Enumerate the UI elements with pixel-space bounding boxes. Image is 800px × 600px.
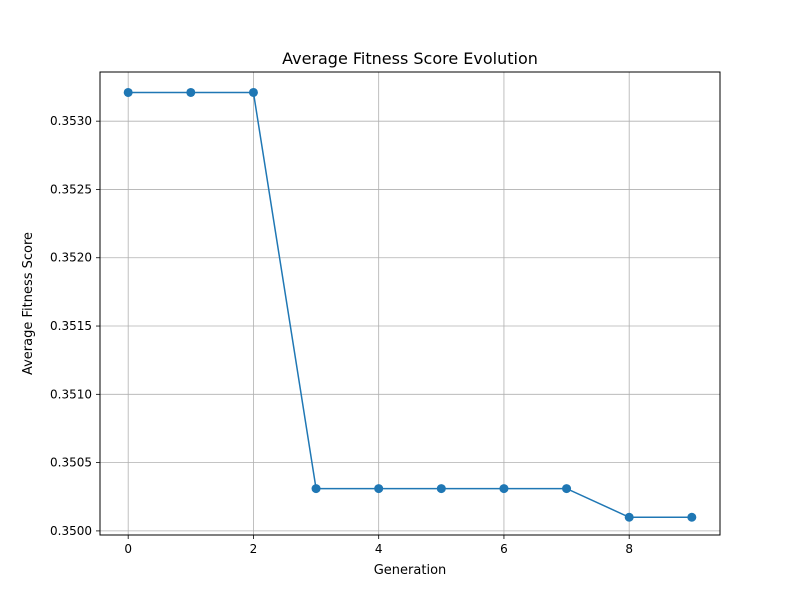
ticks-group: 0 2 4 6 8 0.3500 0.3505 0.3510 0.3515 0.3520 0.352… [50,114,633,556]
x-tick-label: 0 [124,542,132,556]
x-tick-label: 4 [375,542,383,556]
grid [100,72,720,535]
data-point [624,512,634,522]
x-tick-label: 2 [250,542,258,556]
y-tick-label: 0.3530 [50,114,92,128]
data-point [436,484,446,494]
data-point [186,87,196,97]
chart-title: Average Fitness Score Evolution [282,49,538,68]
x-tick-label: 6 [500,542,508,556]
series-line [128,91,692,518]
y-tick-label: 0.3505 [50,456,92,470]
data-point [687,512,697,522]
y-tick-label: 0.3510 [50,387,92,401]
data-point [123,87,133,97]
data-point [311,484,321,494]
y-tick-label: 0.3525 [50,182,92,196]
y-tick-label: 0.3500 [50,524,92,538]
data-point [374,484,384,494]
y-axis-label: Average Fitness Score [21,232,36,375]
series-group [123,87,697,522]
x-tick-label: 8 [625,542,633,556]
data-point [248,87,258,97]
data-point [499,484,509,494]
data-point [562,484,572,494]
y-tick-label: 0.3520 [50,251,92,265]
y-tick-label: 0.3515 [50,319,92,333]
x-axis-label: Generation [374,563,447,578]
plot-frame [99,71,721,536]
